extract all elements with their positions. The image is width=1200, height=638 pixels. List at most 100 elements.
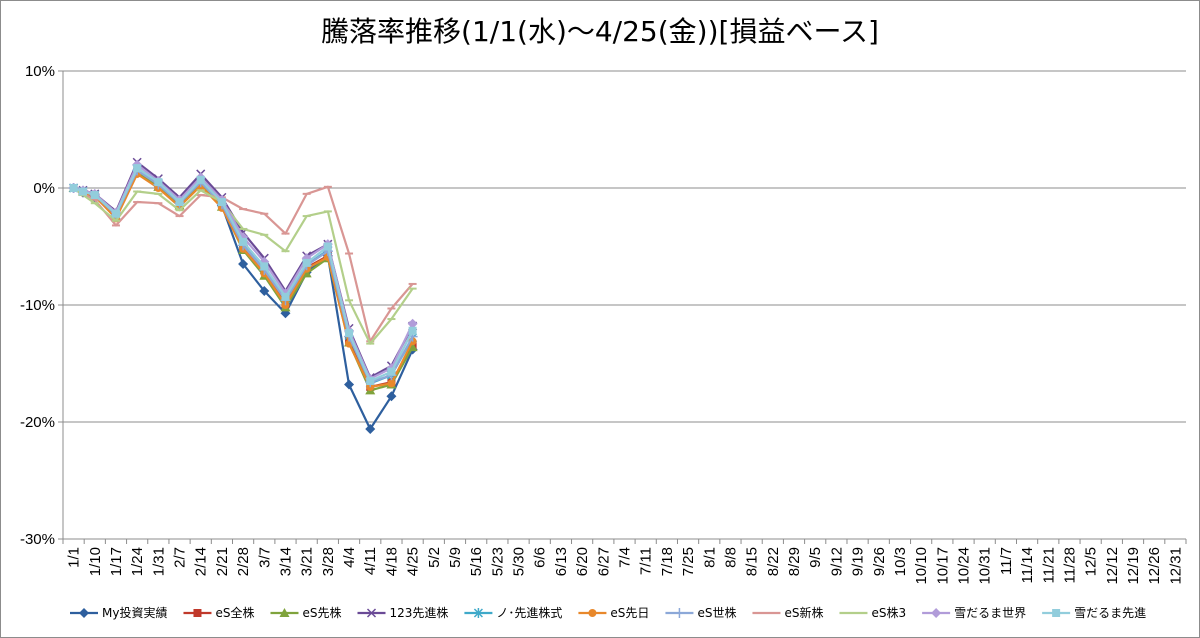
x-tick-label: 9/26	[871, 547, 888, 576]
x-tick-label: 11/21	[1040, 547, 1057, 583]
x-tick-label: 12/5	[1083, 547, 1100, 576]
x-axis-ticks: 1/1 1/10 1/17 1/24 1/31 2/7 2/14 2/21 2/28 3/7 3/1…	[62, 539, 1187, 585]
legend-label: eS先日	[610, 606, 649, 620]
data-point	[259, 285, 270, 296]
x-tick-label: 7/4	[617, 547, 634, 568]
data-point	[193, 609, 202, 617]
data-point	[674, 608, 685, 618]
data-point	[344, 379, 355, 390]
x-tick-label: 10/31	[977, 547, 994, 585]
x-tick-label: 10/10	[913, 547, 930, 585]
y-tick-label: -10%	[20, 297, 55, 314]
legend-item: eS世株	[665, 605, 736, 620]
data-point	[196, 175, 205, 184]
legend-label: eS世株	[697, 605, 736, 620]
data-point	[217, 198, 226, 207]
legend-item: eS先日	[578, 606, 649, 620]
data-point	[79, 187, 88, 196]
x-tick-label: 4/4	[341, 547, 358, 568]
legend-label: eS新株	[784, 605, 823, 620]
data-point	[407, 318, 418, 329]
legend-item: eS先株	[270, 605, 342, 620]
y-tick-label: 10%	[25, 63, 55, 80]
data-point	[366, 377, 375, 386]
legend-item: 雪だるま世界	[922, 606, 1026, 620]
data-point	[302, 258, 311, 267]
x-tick-label: 1/24	[129, 547, 146, 576]
x-tick-label: 11/14	[1019, 547, 1036, 583]
x-tick-label: 4/11	[362, 547, 379, 575]
data-point-stroke	[366, 608, 377, 618]
legend: My投資実績 eS全株 eS先株 123先進株 ノ･先進株式 eS先日 eS世株 eS新株 eS…	[70, 605, 1146, 620]
legend-item: eS株3	[839, 605, 906, 620]
x-tick-label: 2/7	[172, 547, 189, 568]
x-tick-label: 1/17	[108, 547, 125, 576]
data-point	[154, 178, 163, 187]
data-point	[90, 191, 99, 200]
x-tick-label: 3/21	[299, 547, 316, 576]
legend-label: eS株3	[871, 605, 906, 620]
x-tick-label: 4/18	[383, 547, 400, 576]
legend-label: ノ･先進株式	[496, 605, 562, 620]
legend-item: 123先進株	[357, 605, 448, 620]
data-point	[69, 184, 78, 192]
x-tick-label: 6/13	[553, 547, 570, 576]
x-tick-label: 10/24	[956, 547, 973, 585]
x-tick-label: 3/7	[256, 547, 273, 568]
x-tick-label: 7/11	[638, 547, 655, 575]
x-tick-label: 2/28	[235, 547, 252, 576]
x-tick-label: 9/12	[828, 547, 845, 576]
x-tick-label: 5/23	[489, 547, 506, 576]
x-tick-label: 1/1	[66, 547, 83, 568]
x-tick-label: 12/26	[1146, 547, 1163, 585]
series-123先進株	[69, 157, 418, 383]
x-tick-label: 10/17	[934, 547, 951, 585]
data-point	[133, 164, 142, 173]
x-tick-label: 1/31	[150, 547, 167, 576]
data-point	[1052, 609, 1061, 617]
legend-label: 雪だるま先進	[1074, 606, 1146, 620]
series-lines	[68, 157, 418, 435]
x-tick-label: 9/19	[850, 547, 867, 576]
x-tick-label: 5/16	[468, 547, 485, 576]
legend-item: 雪だるま先進	[1042, 606, 1146, 620]
x-tick-label: 12/31	[1167, 547, 1184, 585]
x-tick-label: 8/22	[765, 547, 782, 576]
legend-label: 雪だるま世界	[954, 606, 1026, 620]
x-tick-label: 7/18	[659, 547, 676, 576]
x-tick-label: 1/10	[87, 547, 104, 576]
x-tick-label: 8/29	[786, 547, 803, 576]
series-line	[72, 187, 414, 345]
data-point	[239, 237, 248, 246]
x-tick-label: 2/14	[193, 547, 210, 576]
data-point	[279, 608, 290, 617]
x-tick-label: 12/12	[1104, 547, 1121, 585]
x-tick-label: 3/28	[320, 547, 337, 576]
data-point	[365, 424, 376, 435]
x-tick-label: 2/21	[214, 547, 231, 576]
x-tick-label: 9/5	[807, 547, 824, 568]
data-point	[260, 262, 269, 271]
data-point	[408, 326, 417, 335]
x-tick-label: 8/1	[701, 547, 718, 568]
x-tick-label: 6/6	[532, 547, 549, 568]
x-tick-label: 4/25	[405, 547, 422, 576]
chart-title: 騰落率推移(1/1(水)～4/25(金))[損益ベース]	[321, 15, 879, 48]
x-tick-label: 8/8	[722, 547, 739, 568]
series-line	[73, 172, 414, 388]
data-point	[111, 209, 120, 218]
data-point	[79, 608, 89, 618]
series-雪だるま世界	[68, 159, 418, 384]
x-tick-label: 6/20	[574, 547, 591, 576]
legend-label: eS先株	[302, 605, 341, 620]
x-tick-label: 11/28	[1061, 547, 1078, 583]
y-tick-label: -30%	[20, 531, 55, 548]
x-tick-label: 5/9	[447, 547, 464, 568]
x-tick-label: 3/14	[277, 547, 294, 576]
data-point	[931, 608, 942, 618]
x-tick-label: 12/19	[1125, 547, 1142, 585]
data-point	[366, 608, 377, 618]
data-point	[323, 242, 332, 251]
